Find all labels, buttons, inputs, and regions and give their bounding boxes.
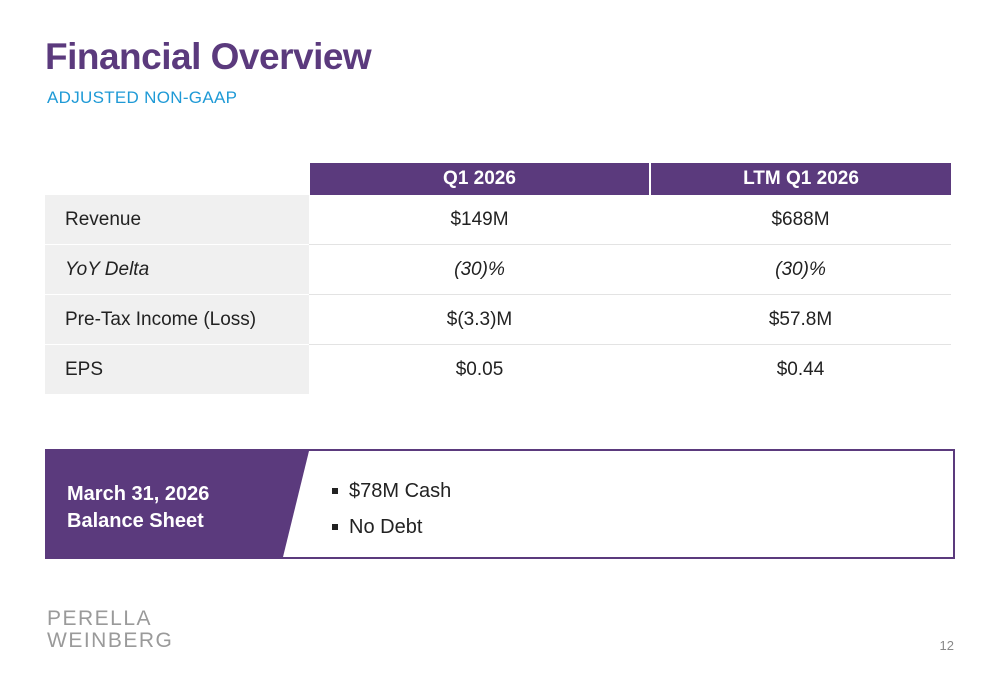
table-row: Pre-Tax Income (Loss) $(3.3)M $57.8M <box>45 294 951 345</box>
balance-sheet-heading: March 31, 2026 Balance Sheet <box>67 481 209 535</box>
cell-ltm: $57.8M <box>650 294 951 345</box>
row-label: EPS <box>45 344 309 394</box>
table-row: Revenue $149M $688M <box>45 195 951 245</box>
square-bullet-icon <box>332 524 338 530</box>
row-label: YoY Delta <box>45 244 309 295</box>
cell-ltm: $0.44 <box>776 358 825 380</box>
financial-table: Q1 2026 LTM Q1 2026 Revenue $149M $688M … <box>45 163 951 394</box>
header-q1-2026: Q1 2026 <box>308 163 650 195</box>
list-item-text: $78M Cash <box>349 480 452 502</box>
page-subtitle: ADJUSTED NON-GAAP <box>47 88 238 107</box>
row-label: Pre-Tax Income (Loss) <box>45 294 309 345</box>
balance-sheet-label: Balance Sheet <box>67 510 204 532</box>
list-item-text: No Debt <box>349 516 423 538</box>
header-blank-cell <box>45 163 309 195</box>
company-logo: PERELLA WEINBERG <box>47 608 173 652</box>
page-title: Financial Overview <box>45 36 372 77</box>
balance-sheet-list: $78M Cash No Debt <box>332 473 451 545</box>
cell-q1: $0.05 <box>455 358 504 380</box>
cell-q1: $(3.3)M <box>309 294 650 345</box>
logo-line-1: PERELLA <box>47 607 153 630</box>
cell-q1: $149M <box>309 195 650 245</box>
cell-ltm: $688M <box>650 195 951 245</box>
header-ltm-q1-2026: LTM Q1 2026 <box>649 163 951 195</box>
list-item: No Debt <box>332 509 451 545</box>
table-header-row: Q1 2026 LTM Q1 2026 <box>45 163 951 195</box>
table-row: YoY Delta (30)% (30)% <box>45 244 951 295</box>
balance-sheet-date: March 31, 2026 <box>67 483 210 505</box>
list-item: $78M Cash <box>332 473 451 509</box>
balance-sheet-box: March 31, 2026 Balance Sheet $78M Cash N… <box>45 449 955 559</box>
page-number: 12 <box>939 638 954 653</box>
balance-sheet-tab <box>47 451 309 557</box>
square-bullet-icon <box>332 488 338 494</box>
row-label: Revenue <box>45 195 309 245</box>
cell-ltm: (30)% <box>650 244 951 295</box>
table-row: EPS $0.05 $0.44 <box>45 344 951 394</box>
logo-line-2: WEINBERG <box>47 629 174 652</box>
cell-q1: (30)% <box>309 244 650 295</box>
